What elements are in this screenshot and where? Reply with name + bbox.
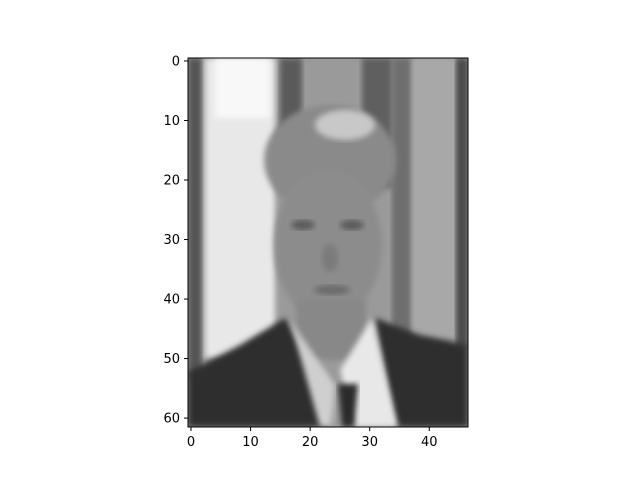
x-tick-label: 10: [242, 435, 259, 450]
left-eye: [291, 220, 315, 230]
bg-right-panel: [412, 58, 457, 338]
axes-frame: [187, 57, 469, 428]
y-tick-label: 30: [163, 233, 180, 248]
x-tick-label: 30: [361, 435, 378, 450]
y-axis: 0 10 20 30 40 50 60: [163, 54, 188, 427]
hair-highlight: [315, 110, 375, 140]
y-tick-label: 50: [163, 352, 180, 367]
bg-mid-right: [392, 58, 412, 338]
image-heatmap: [188, 58, 468, 427]
y-tick-label: 0: [172, 54, 180, 69]
suit: [188, 318, 330, 427]
suit-right: [375, 318, 468, 427]
y-tick-label: 60: [163, 412, 180, 427]
x-tick-label: 20: [302, 435, 319, 450]
x-tick-label: 40: [421, 435, 438, 450]
bg-bright-panel-2: [215, 58, 270, 118]
bg-left-edge: [188, 58, 202, 378]
y-tick-label: 40: [163, 293, 180, 308]
tie: [338, 384, 358, 427]
y-tick-label: 20: [163, 174, 180, 189]
bg-right-edge: [456, 58, 468, 348]
mouth: [314, 285, 350, 295]
shirt-left: [290, 320, 335, 427]
x-tick-label: 0: [187, 435, 195, 450]
right-eye: [340, 220, 364, 230]
x-axis: 0 10 20 30 40: [187, 427, 438, 450]
nose-shadow: [322, 244, 338, 272]
y-tick-label: 10: [163, 114, 180, 129]
